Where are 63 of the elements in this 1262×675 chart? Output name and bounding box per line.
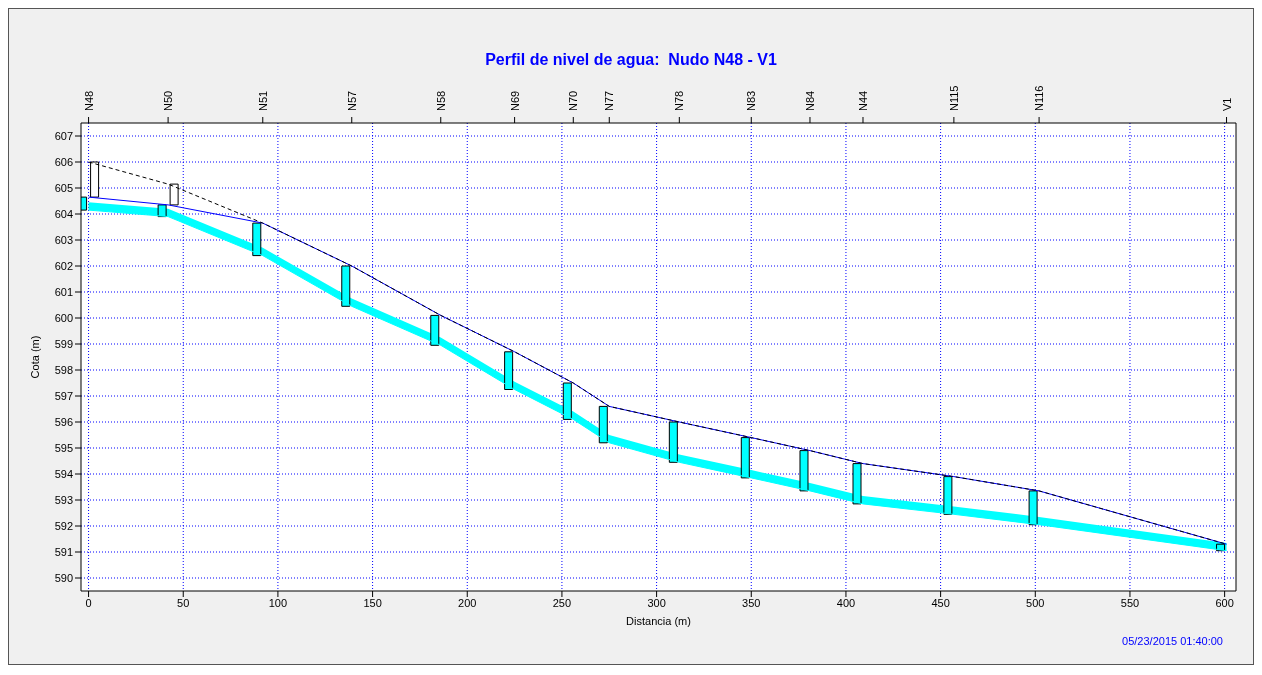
annotation: V1 [1220,97,1233,111]
bar [252,222,262,257]
bar [1028,490,1038,526]
x-tick-label: 450 [931,596,950,609]
x-tick-label: 200 [458,596,477,609]
bar [169,183,179,206]
annotation: N48 [82,90,95,111]
y-tick-label: 604 [54,207,73,220]
y-tick-label: 594 [54,467,73,480]
bar [668,421,678,463]
y-tick-label: 596 [54,415,73,428]
y-tick-label: 593 [54,493,73,506]
y-tick-label: 597 [54,389,73,402]
bar [504,351,514,390]
bar [562,382,572,420]
x-tick-label: 550 [1120,596,1140,609]
y-tick-label: 591 [54,545,73,558]
bar [430,314,440,346]
annotation: N44 [856,90,869,111]
bar [852,463,862,505]
x-tick-label: 300 [647,596,666,609]
bar [598,405,608,444]
x-tick-label: 400 [836,596,856,609]
y-tick-label: 592 [54,519,73,532]
x-tick-label: 600 [1215,596,1234,609]
annotation: N116 [1033,85,1046,111]
annotation: N77 [603,90,616,111]
x-tick-label: 350 [742,596,761,609]
y-tick-label: 606 [54,155,73,168]
x-tick-label: 250 [552,596,572,609]
annotation: N115 [947,85,960,111]
y-tick-label: 590 [54,571,73,584]
x-axis-title: Distancia (m) [626,615,691,627]
text: 05/23/2015 01:40:00 [1122,635,1223,647]
y-tick-label: 601 [54,285,73,298]
bar [943,476,953,515]
x-tick-label: 150 [363,596,382,609]
bar [799,450,809,492]
annotation: N57 [345,90,358,111]
annotation: N83 [745,90,758,111]
annotation: N58 [434,90,447,111]
y-tick-label: 603 [54,233,73,246]
annotation: N50 [162,90,175,111]
bar [341,265,351,307]
annotation: N51 [256,90,269,111]
x-tick-label: 50 [177,596,190,609]
bar [740,437,750,479]
y-tick-label: 607 [54,129,73,142]
y-tick-label: 602 [54,259,73,272]
x-tick-label: 100 [268,596,288,609]
y-axis-title: Cota (m) [28,335,41,379]
x-tick-label: 500 [1026,596,1045,609]
y-tick-label: 605 [54,181,73,194]
y-tick-label: 599 [54,337,73,350]
annotation: N69 [508,90,521,111]
annotation: N84 [803,90,816,111]
annotation: N70 [567,90,580,111]
y-tick-label: 595 [54,441,73,454]
chart-title: Perfil de nivel de agua: Nudo N48 - V1 [484,51,778,69]
y-tick-label: 600 [54,311,73,324]
y-tick-label: 598 [54,363,73,376]
x-tick-label: 0 [85,596,92,609]
annotation: N78 [673,90,686,111]
